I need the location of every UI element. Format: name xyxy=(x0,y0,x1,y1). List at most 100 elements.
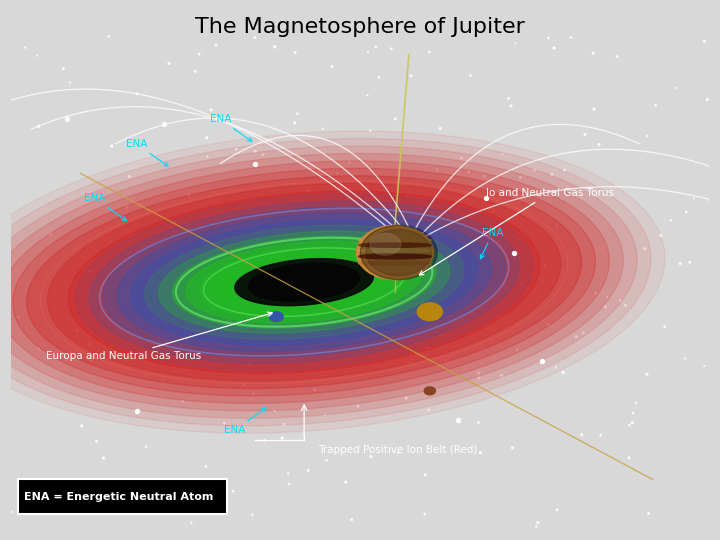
Point xyxy=(464,71,476,80)
Point xyxy=(123,172,135,181)
Point xyxy=(595,431,606,440)
Point xyxy=(184,266,195,274)
Point xyxy=(343,158,355,166)
Point xyxy=(370,43,382,51)
Point xyxy=(550,363,562,372)
Ellipse shape xyxy=(359,243,431,247)
Point xyxy=(405,358,416,367)
Point xyxy=(326,62,338,71)
Point xyxy=(363,244,374,253)
Point xyxy=(627,409,639,417)
Point xyxy=(58,64,69,73)
Point xyxy=(528,166,540,174)
Point xyxy=(91,437,102,445)
Point xyxy=(340,478,351,487)
Point xyxy=(441,356,452,364)
Point xyxy=(552,221,563,230)
Point xyxy=(103,32,114,41)
Point xyxy=(359,310,370,319)
Point xyxy=(269,42,280,51)
Point xyxy=(283,480,294,488)
Point xyxy=(106,142,117,151)
Point xyxy=(684,258,696,267)
Point xyxy=(140,442,152,451)
Point xyxy=(639,245,650,253)
Point xyxy=(402,192,413,200)
Polygon shape xyxy=(131,219,477,345)
Text: The Magnetosphere of Jupiter: The Magnetosphere of Jupiter xyxy=(195,17,525,37)
Circle shape xyxy=(370,233,401,255)
Point xyxy=(507,443,518,452)
Point xyxy=(642,370,653,379)
Point xyxy=(289,118,300,127)
Point xyxy=(421,343,433,352)
Point xyxy=(624,454,635,462)
Point xyxy=(121,202,132,211)
Point xyxy=(194,500,205,509)
Circle shape xyxy=(356,225,433,280)
Point xyxy=(397,216,408,225)
Point xyxy=(473,369,485,377)
Point xyxy=(544,192,555,200)
Polygon shape xyxy=(0,161,609,403)
Point xyxy=(414,204,426,212)
Point xyxy=(630,399,642,407)
Polygon shape xyxy=(158,231,450,333)
Point xyxy=(331,169,343,178)
Point xyxy=(402,358,413,367)
Point xyxy=(439,308,451,316)
Point xyxy=(505,102,517,110)
Point xyxy=(361,91,373,99)
Point xyxy=(325,256,336,265)
Point xyxy=(362,48,374,56)
Point xyxy=(496,371,508,380)
Point xyxy=(601,293,613,301)
Polygon shape xyxy=(214,252,395,313)
Text: ENA: ENA xyxy=(84,193,126,220)
Point xyxy=(515,173,526,182)
Point xyxy=(258,436,270,445)
Point xyxy=(536,357,547,366)
Point xyxy=(131,90,143,98)
Polygon shape xyxy=(235,259,374,306)
Point xyxy=(701,95,713,104)
Circle shape xyxy=(424,387,436,395)
Polygon shape xyxy=(0,146,637,418)
Point xyxy=(250,147,261,156)
Ellipse shape xyxy=(359,239,431,241)
Point xyxy=(565,33,577,42)
Point xyxy=(158,376,169,384)
Point xyxy=(202,152,213,161)
Point xyxy=(419,510,431,518)
Point xyxy=(543,34,554,43)
Circle shape xyxy=(418,303,442,321)
Point xyxy=(539,261,551,270)
Point xyxy=(531,522,542,531)
Point xyxy=(174,286,186,295)
Point xyxy=(302,186,314,195)
Text: Io and Neutral Gas Torus: Io and Neutral Gas Torus xyxy=(420,188,613,275)
Point xyxy=(698,37,710,45)
Point xyxy=(32,51,43,60)
Point xyxy=(355,190,366,198)
Text: ENA = Energetic Neutral Atom: ENA = Energetic Neutral Atom xyxy=(24,491,214,502)
Text: ENA: ENA xyxy=(224,408,266,435)
Point xyxy=(650,101,662,110)
Polygon shape xyxy=(172,236,436,328)
Point xyxy=(423,406,434,414)
Point xyxy=(405,256,416,265)
Circle shape xyxy=(360,225,437,280)
Point xyxy=(5,508,17,516)
Point xyxy=(503,94,514,103)
Point xyxy=(13,313,24,321)
Point xyxy=(45,230,56,239)
Point xyxy=(392,449,404,457)
Point xyxy=(679,354,690,363)
Point xyxy=(436,330,447,339)
Point xyxy=(200,462,212,471)
Point xyxy=(463,232,474,241)
Point xyxy=(508,248,519,257)
Point xyxy=(276,434,288,442)
Point xyxy=(511,346,523,354)
Point xyxy=(131,406,143,415)
